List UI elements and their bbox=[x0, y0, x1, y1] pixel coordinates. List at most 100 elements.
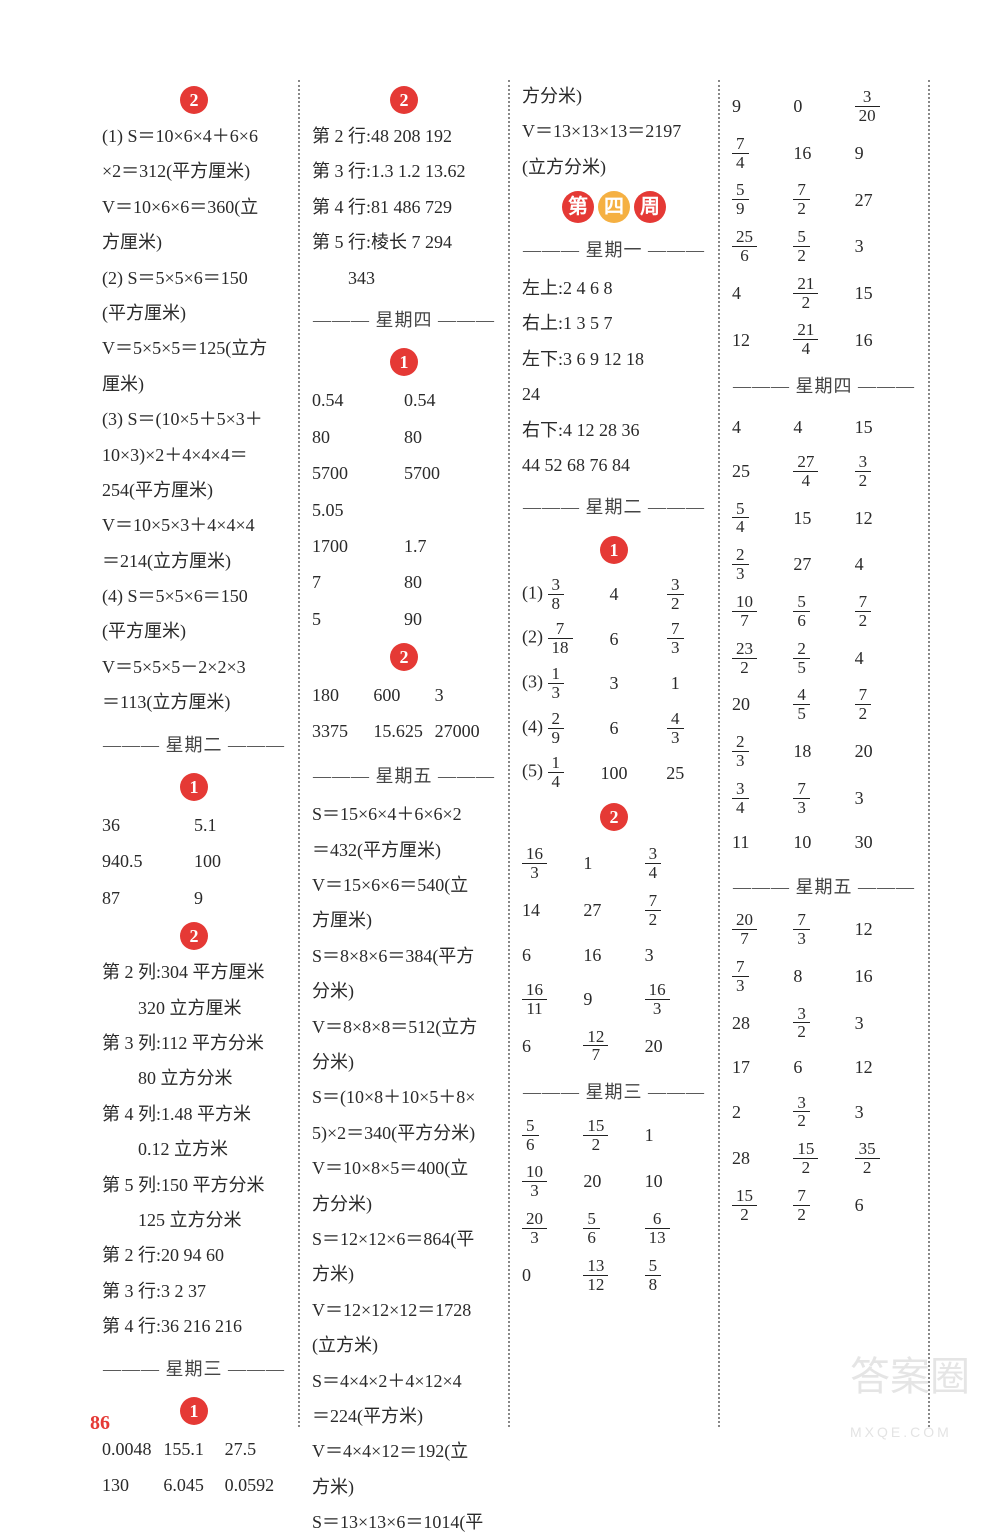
fraction: 54 bbox=[732, 500, 749, 537]
fraction: 32 bbox=[667, 576, 684, 613]
text-line: 第 4 列:1.48 平方米 bbox=[102, 1098, 286, 1130]
formula-line: 方米) bbox=[312, 1258, 496, 1290]
value-cell: 80 bbox=[404, 419, 496, 455]
fraction: 73 bbox=[667, 620, 684, 657]
fraction-grid: 4415252743254151223274107567223225420457… bbox=[732, 409, 916, 861]
fraction: 45 bbox=[793, 686, 810, 723]
text-line: 第 3 列:112 平方分米 bbox=[102, 1027, 286, 1059]
text-line: 第 5 行:棱长 7 294 bbox=[312, 226, 496, 258]
text-line: 24 bbox=[522, 378, 706, 410]
fraction: 163 bbox=[645, 981, 670, 1018]
text-line: 第 3 行:3 2 37 bbox=[102, 1275, 286, 1307]
value-cell: 27000 bbox=[435, 713, 496, 749]
value-cell bbox=[404, 492, 496, 528]
formula-line: S＝15×6×4＋6×6×2 bbox=[312, 798, 496, 830]
value-cell: 15.625 bbox=[373, 713, 434, 749]
formula-line: 254(平方厘米) bbox=[102, 474, 286, 506]
value-cell: 36 bbox=[102, 807, 194, 843]
formula-line: ＝214(立方厘米) bbox=[102, 545, 286, 577]
text-line: 第 5 列:150 平方分米 bbox=[102, 1169, 286, 1201]
day-header-fri: ——— 星期五 ——— bbox=[313, 760, 495, 792]
fraction: 718 bbox=[548, 620, 573, 657]
fraction: 1611 bbox=[522, 981, 547, 1018]
formula-line: V＝10×5×3＋4×4×4 bbox=[102, 509, 286, 541]
text-line: 125 立方分米 bbox=[102, 1204, 286, 1236]
formula-line: (1) S＝10×6×4＋6×6 bbox=[102, 120, 286, 152]
value-cell: 80 bbox=[312, 419, 404, 455]
fraction-grid: 90320741695972272565234212151221416 bbox=[732, 86, 916, 360]
value-cell: 100 bbox=[194, 843, 286, 879]
value-cell: 155.1 bbox=[163, 1431, 224, 1467]
value-cell: 5.1 bbox=[194, 807, 286, 843]
value-cell: 87 bbox=[102, 880, 194, 916]
badge-1: 1 bbox=[180, 1397, 208, 1425]
fraction: 32 bbox=[793, 1094, 810, 1131]
fraction-grid: 163134142772616316119163612720 bbox=[522, 843, 706, 1066]
value-cell: 1700 bbox=[312, 528, 404, 564]
badge-2: 2 bbox=[180, 86, 208, 114]
text-line: 右下:4 12 28 36 bbox=[522, 414, 706, 446]
value-cell: 80 bbox=[404, 564, 496, 600]
badge-1: 1 bbox=[600, 536, 628, 564]
text-line: 第 2 列:304 平方厘米 bbox=[102, 956, 286, 988]
fraction: 29 bbox=[548, 710, 565, 747]
value-grid: 180 600 3 3375 15.625 27000 bbox=[312, 677, 496, 750]
formula-line: 方分米) bbox=[312, 1188, 496, 1220]
value-cell: 180 bbox=[312, 677, 373, 713]
fraction: 25 bbox=[793, 640, 810, 677]
value-cell: 3 bbox=[435, 677, 496, 713]
badge-1: 1 bbox=[180, 773, 208, 801]
value-cell: 5700 bbox=[312, 455, 404, 491]
fraction: 127 bbox=[583, 1028, 608, 1065]
fraction: 34 bbox=[732, 780, 749, 817]
text-line: 第 3 行:1.3 1.2 13.62 bbox=[312, 155, 496, 187]
value-cell: 1.7 bbox=[404, 528, 496, 564]
day-header-wed: ——— 星期三 ——— bbox=[523, 1076, 705, 1108]
text-line: 320 立方厘米 bbox=[102, 992, 286, 1024]
fraction: 32 bbox=[793, 1005, 810, 1042]
text-line: 44 52 68 76 84 bbox=[522, 449, 706, 481]
badge-1: 1 bbox=[390, 348, 418, 376]
fraction: 207 bbox=[732, 911, 757, 948]
day-header-tue: ——— 星期二 ——— bbox=[523, 491, 705, 523]
value-cell: 940.5 bbox=[102, 843, 194, 879]
formula-line: (立方分米) bbox=[522, 151, 706, 183]
week4-title: 第四周 bbox=[522, 191, 706, 223]
column-3: 方分米) V＝13×13×13＝2197 (立方分米) 第四周 ——— 星期一 … bbox=[510, 80, 720, 1427]
fraction: 152 bbox=[583, 1117, 608, 1154]
value-cell: 5.05 bbox=[312, 492, 404, 528]
formula-line: ＝113(立方厘米) bbox=[102, 686, 286, 718]
formula-line: ×2＝312(平方厘米) bbox=[102, 155, 286, 187]
fraction: 107 bbox=[732, 593, 757, 630]
fraction: 73 bbox=[793, 911, 810, 948]
text-line: 左下:3 6 9 12 18 bbox=[522, 343, 706, 375]
fraction: 163 bbox=[522, 845, 547, 882]
fraction: 214 bbox=[793, 321, 818, 358]
week-disc-num: 四 bbox=[598, 191, 630, 223]
value-grid: 36 5.1 940.5 100 87 9 bbox=[102, 807, 286, 916]
formula-line: (平方厘米) bbox=[102, 297, 286, 329]
text-line: 右上:1 3 5 7 bbox=[522, 307, 706, 339]
fraction: 56 bbox=[793, 593, 810, 630]
formula-line: S＝12×12×6＝864(平 bbox=[312, 1223, 496, 1255]
day-header-thu: ——— 星期四 ——— bbox=[313, 304, 495, 336]
column-1: 2 (1) S＝10×6×4＋6×6 ×2＝312(平方厘米) V＝10×6×6… bbox=[90, 80, 300, 1427]
formula-line: (立方米) bbox=[312, 1329, 496, 1361]
text-line: 第 4 行:81 486 729 bbox=[312, 191, 496, 223]
column-2: 2 第 2 行:48 208 192 第 3 行:1.3 1.2 13.62 第… bbox=[300, 80, 510, 1427]
value-cell: 130 bbox=[102, 1467, 163, 1503]
value-grid: 0.54 0.54 80 80 5700 5700 5.05 1700 1.7 … bbox=[312, 382, 496, 637]
fraction: 13 bbox=[548, 665, 565, 702]
badge-2: 2 bbox=[390, 86, 418, 114]
fraction: 73 bbox=[732, 958, 749, 995]
watermark-main: 答案圈 bbox=[850, 1355, 970, 1399]
fraction: 32 bbox=[855, 453, 872, 490]
value-cell: 6.045 bbox=[163, 1467, 224, 1503]
fraction: 72 bbox=[793, 181, 810, 218]
fraction: 34 bbox=[645, 845, 662, 882]
formula-line: V＝10×8×5＝400(立 bbox=[312, 1152, 496, 1184]
value-cell: 0.0592 bbox=[225, 1467, 286, 1503]
fraction-grid: 5615211032010203566130131258 bbox=[522, 1115, 706, 1296]
formula-line: V＝13×13×13＝2197 bbox=[522, 115, 706, 147]
formula-line: V＝5×5×5－2×2×3 bbox=[102, 651, 286, 683]
